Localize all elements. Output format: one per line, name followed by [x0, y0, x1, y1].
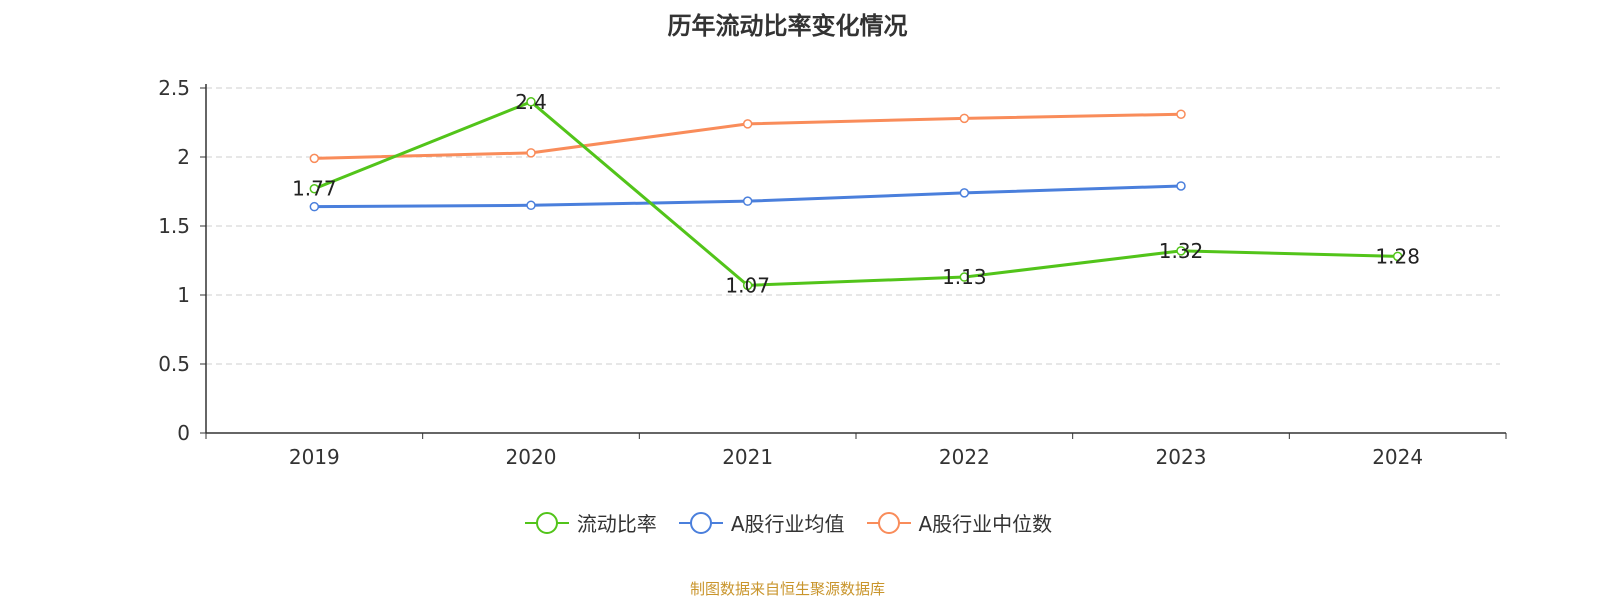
y-tick-label: 1	[177, 283, 190, 307]
legend-swatch-icon	[678, 511, 723, 534]
legend-label: 流动比率	[576, 512, 657, 536]
data-point	[309, 183, 320, 194]
data-point	[742, 196, 753, 206]
x-tick-label: 2021	[722, 445, 773, 469]
data-point	[526, 148, 536, 158]
series-line	[313, 100, 1398, 287]
data-label: 1.77	[292, 177, 337, 201]
legend-label: A股行业均值	[730, 512, 845, 536]
x-tick-label: 2020	[506, 445, 557, 469]
data-point	[742, 119, 753, 129]
legend-label: A股行业中位数	[918, 512, 1053, 536]
legend-swatch-marker	[877, 511, 900, 534]
legend-swatch-marker	[689, 511, 712, 534]
legend-swatch-icon	[866, 511, 911, 534]
data-point	[959, 188, 970, 198]
legend-item[interactable]: A股行业均值	[677, 508, 845, 537]
legend: 流动比率 A股行业均值 A股行业中位数	[0, 508, 1575, 537]
data-point	[959, 113, 970, 124]
data-point	[1176, 181, 1186, 191]
data-point	[526, 200, 536, 211]
x-tick-label: 2023	[1156, 445, 1207, 469]
legend-swatch-icon	[524, 511, 569, 534]
legend-item[interactable]: 流动比率	[523, 508, 657, 537]
legend-item[interactable]: A股行业中位数	[865, 508, 1053, 537]
data-label: 1.13	[942, 265, 987, 289]
source-note: 制图数据来自恒生聚源数据库	[689, 580, 885, 598]
data-label: 2.4	[515, 90, 547, 114]
grid-lines	[206, 87, 1500, 365]
data-point	[309, 201, 320, 212]
data-point	[526, 97, 536, 107]
chart-title: 历年流动比率变化情况	[667, 12, 908, 40]
data-point	[1176, 246, 1186, 256]
data-point	[959, 272, 970, 282]
axes: 0 0.5 1 1.5 2 2.5 2019 2020 2021 2022 2023 2024	[158, 76, 1507, 469]
data-label: 1.32	[1159, 239, 1204, 263]
y-tick-label: 2.5	[158, 76, 190, 100]
data-label: 1.07	[725, 273, 770, 297]
y-tick-label: 2	[177, 145, 190, 169]
x-tick-label: 2022	[939, 445, 990, 469]
y-tick-label: 0.5	[158, 352, 190, 376]
data-point	[742, 280, 753, 291]
x-tick-label: 2024	[1372, 445, 1423, 469]
y-tick-label: 0	[177, 421, 190, 445]
data-point	[1176, 109, 1186, 119]
data-labels: 1.77 2.4 1.07 1.13 1.32 1.28	[292, 90, 1420, 298]
series-lines	[309, 97, 1403, 291]
legend-swatch-marker	[535, 511, 558, 534]
data-point	[1392, 251, 1403, 262]
x-tick-label: 2019	[289, 445, 340, 469]
data-label: 1.28	[1375, 244, 1420, 268]
data-point	[309, 153, 320, 164]
y-tick-label: 1.5	[158, 214, 190, 238]
